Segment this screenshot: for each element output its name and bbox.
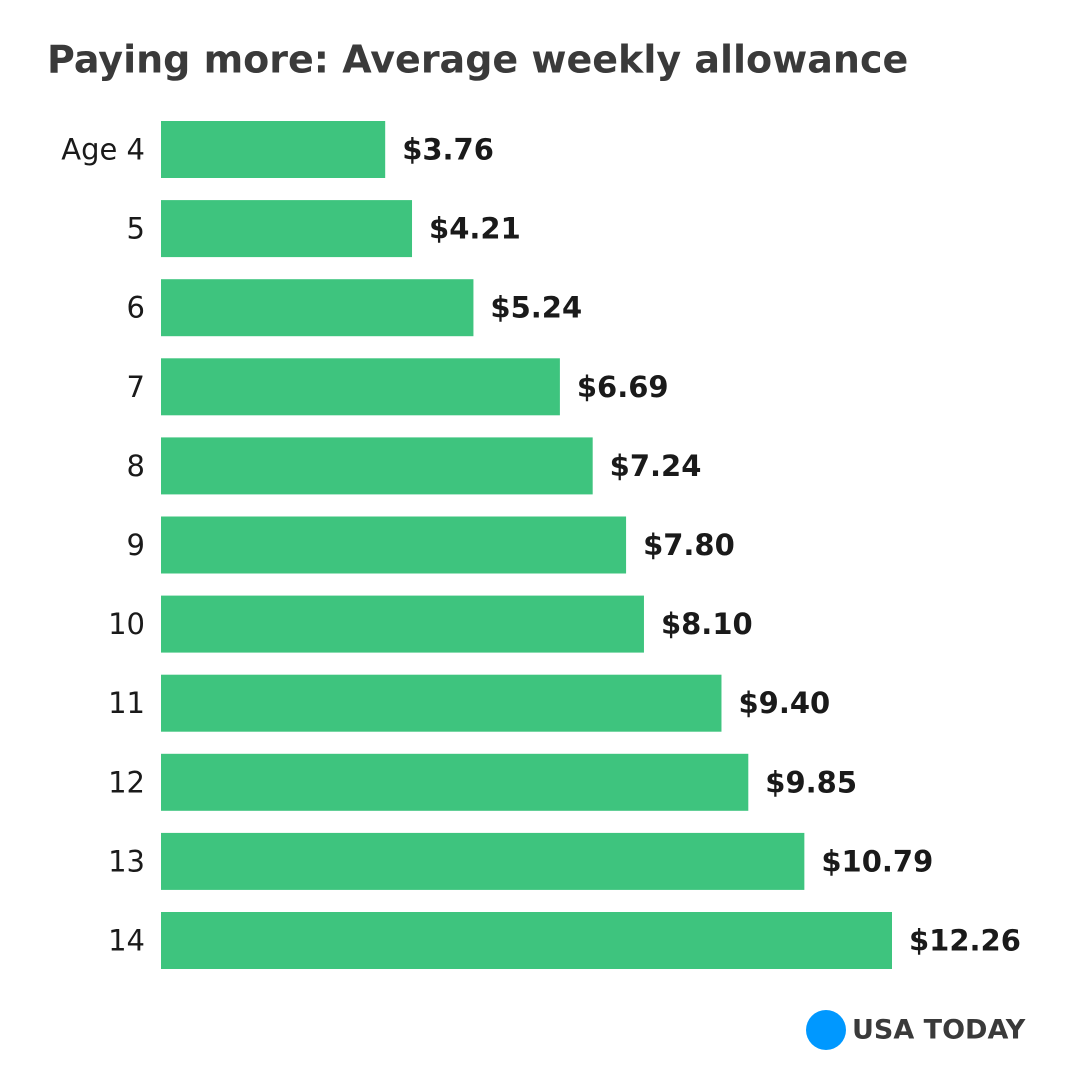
value-label: $10.79: [821, 844, 933, 878]
bar: [161, 595, 644, 653]
value-label: $5.24: [490, 291, 582, 325]
value-label: $9.40: [738, 686, 830, 720]
y-tick-label: 12: [108, 765, 145, 799]
bar: [161, 358, 560, 416]
value-label: $7.24: [610, 449, 702, 483]
bar: [161, 200, 413, 258]
bar: [161, 832, 805, 890]
y-tick-label: 8: [127, 449, 145, 483]
value-label: $8.10: [661, 607, 753, 641]
bar: [161, 753, 749, 811]
value-label: $3.76: [402, 133, 494, 167]
y-tick-label: 13: [108, 844, 145, 878]
y-tick-label: 5: [127, 212, 145, 246]
chart-title: Paying more: Average weekly allowance: [47, 38, 908, 82]
logo: USA TODAY: [852, 1015, 1026, 1046]
y-tick-label: 11: [108, 686, 145, 720]
value-label: $6.69: [577, 370, 669, 404]
y-tick-label: 14: [108, 924, 145, 958]
logo-mark: [806, 1010, 846, 1050]
value-label: $7.80: [643, 528, 735, 562]
value-label: $4.21: [429, 212, 521, 246]
value-label: $9.85: [765, 765, 857, 799]
bar: [161, 516, 627, 574]
y-tick-label: 7: [127, 370, 145, 404]
y-tick-label: 10: [108, 607, 145, 641]
y-tick-label: Age 4: [61, 133, 145, 167]
bar: [161, 912, 892, 969]
value-label: $12.26: [909, 924, 1021, 958]
bar: [161, 121, 386, 178]
y-tick-label: 9: [127, 528, 145, 562]
y-tick-label: 6: [127, 291, 145, 325]
bar: [161, 279, 474, 337]
bar: [161, 437, 593, 495]
bar: [161, 674, 722, 732]
